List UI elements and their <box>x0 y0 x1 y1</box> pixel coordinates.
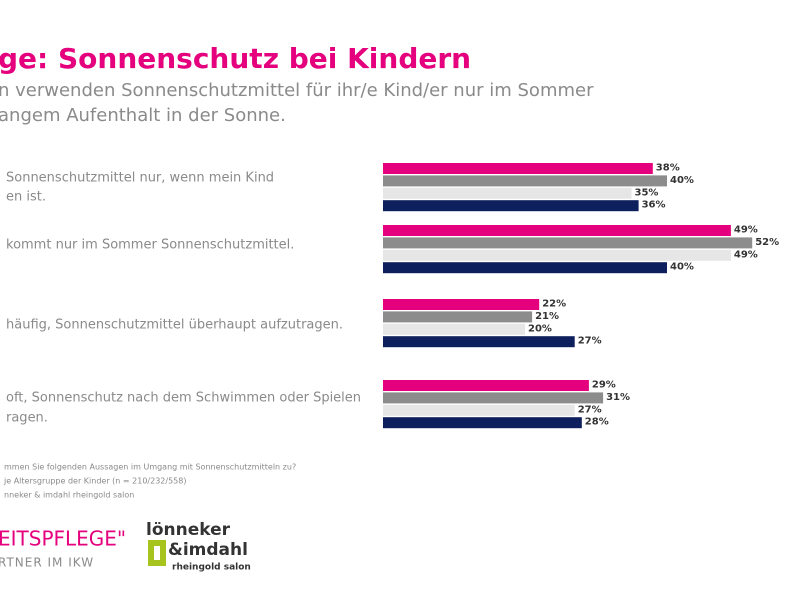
bar <box>383 392 604 404</box>
value-label: 21% <box>535 311 559 322</box>
bar <box>383 299 540 310</box>
category-label: kommt nur im Sommer Sonnenschutzmittel. <box>6 238 294 253</box>
value-label: 36% <box>642 200 666 211</box>
value-label: 29% <box>592 380 616 391</box>
logo-text: rheingold salon <box>172 563 251 573</box>
value-label: 27% <box>578 336 602 347</box>
value-label: 31% <box>606 392 630 403</box>
logo-icon-cut <box>154 546 160 560</box>
category-label: Sonnenschutzmittel nur, wenn mein Kind <box>6 171 274 186</box>
value-label: 40% <box>670 175 694 186</box>
subtitle: angem Aufenthalt in der Sonne. <box>0 105 286 126</box>
bar <box>383 187 632 199</box>
logo-text: lönneker <box>146 520 231 540</box>
category-label: oft, Sonnenschutz nach dem Schwimmen ode… <box>6 391 361 406</box>
bar <box>383 237 753 249</box>
footnote: je Altersgruppe der Kinder (n = 210/232/… <box>3 477 186 486</box>
value-label: 52% <box>755 237 779 248</box>
bar <box>383 311 533 323</box>
value-label: 49% <box>734 249 758 260</box>
bar <box>383 262 667 274</box>
value-label: 28% <box>585 417 609 428</box>
value-label: 49% <box>734 225 758 236</box>
value-label: 22% <box>542 299 566 310</box>
bar <box>383 200 639 212</box>
brand: EITSPFLEGE" <box>0 527 126 551</box>
subtitle: n verwenden Sonnenschutzmittel für ihr/e… <box>0 80 594 101</box>
bar <box>383 380 589 391</box>
bar <box>383 336 575 348</box>
value-label: 40% <box>670 262 694 273</box>
value-label: 38% <box>656 163 680 174</box>
bar <box>383 417 582 429</box>
bar <box>383 323 525 335</box>
tagline: RTNER IM IKW <box>0 556 94 570</box>
bar <box>383 163 653 174</box>
category-label: häufig, Sonnenschutzmittel überhaupt auf… <box>6 318 343 333</box>
footnote: mmen Sie folgenden Aussagen im Umgang mi… <box>4 463 296 472</box>
logo-text: &imdahl <box>168 540 248 560</box>
bar <box>383 404 575 416</box>
category-label: ragen. <box>6 411 48 426</box>
chart-title: ge: Sonnenschutz bei Kindern <box>0 42 471 75</box>
value-label: 20% <box>528 323 552 334</box>
value-label: 35% <box>635 187 659 198</box>
value-label: 27% <box>578 404 602 415</box>
bar <box>383 225 731 236</box>
bar <box>383 175 667 187</box>
category-label: en ist. <box>6 190 46 205</box>
bar <box>383 249 731 261</box>
footnote: nneker & imdahl rheingold salon <box>4 491 134 500</box>
